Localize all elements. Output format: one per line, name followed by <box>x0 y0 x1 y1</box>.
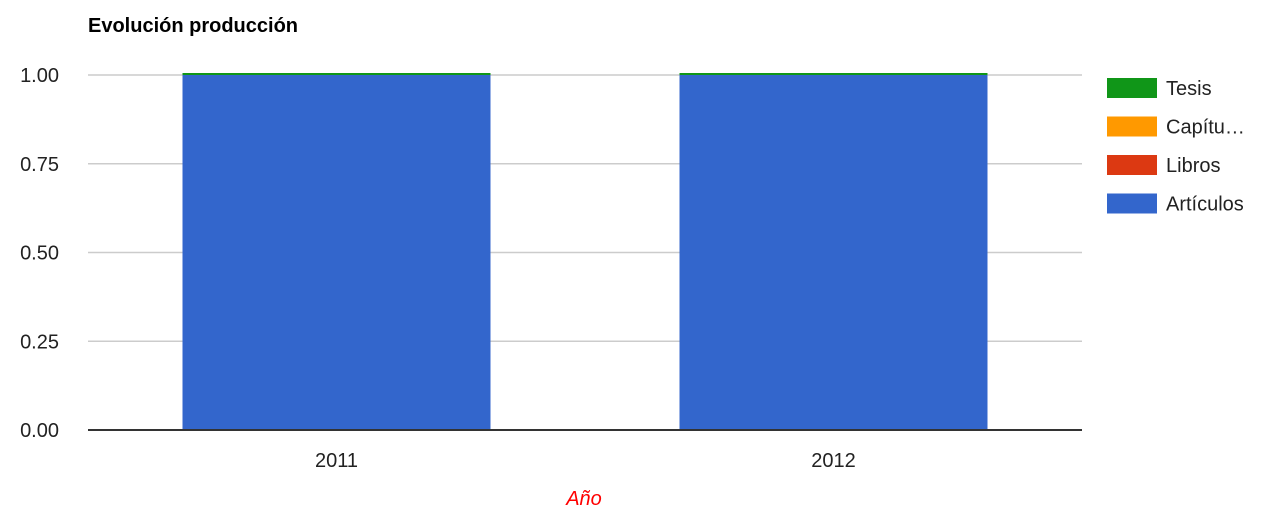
legend-swatch <box>1107 193 1157 214</box>
bars <box>182 73 988 430</box>
legend-label: Tesis <box>1166 78 1212 100</box>
legend-swatch <box>1107 155 1157 175</box>
y-tick-label: 0.00 <box>20 420 59 442</box>
x-tick-label: 2012 <box>811 450 856 472</box>
legend-swatch <box>1107 116 1157 137</box>
x-axis-ticks: 2011 2012 <box>315 450 856 472</box>
legend: Tesis Capítu… Libros Artículos <box>1107 78 1245 216</box>
y-tick-label: 0.25 <box>20 331 59 353</box>
y-tick-label: 0.75 <box>20 154 59 176</box>
legend-label: Artículos <box>1166 194 1244 216</box>
legend-label: Capítu… <box>1166 117 1245 139</box>
bar-segment-top <box>182 73 491 75</box>
bar-segment-top <box>679 73 988 75</box>
x-tick-label: 2011 <box>315 450 358 472</box>
bar-segment <box>182 75 491 430</box>
chart-title: Evolución producción <box>88 15 298 37</box>
x-axis-title: Año <box>565 488 602 510</box>
y-tick-label: 1.00 <box>20 65 59 87</box>
bar-segment <box>679 75 988 430</box>
legend-label: Libros <box>1166 155 1220 177</box>
y-axis-ticks: 0.00 0.25 0.50 0.75 1.00 <box>20 65 59 442</box>
y-tick-label: 0.50 <box>20 243 59 265</box>
legend-swatch <box>1107 78 1157 98</box>
